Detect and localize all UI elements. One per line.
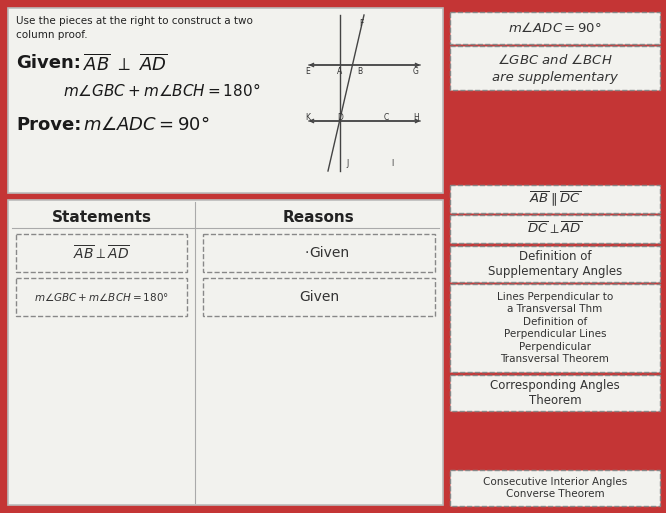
Text: E: E bbox=[306, 67, 310, 75]
Text: D: D bbox=[337, 112, 343, 122]
Text: Statements: Statements bbox=[51, 210, 151, 226]
FancyBboxPatch shape bbox=[16, 278, 187, 316]
FancyBboxPatch shape bbox=[450, 284, 660, 372]
Text: B: B bbox=[358, 67, 362, 75]
Text: $\overline{AB}$ $\perp$ $\overline{AD}$: $\overline{AB}$ $\perp$ $\overline{AD}$ bbox=[83, 54, 168, 75]
FancyBboxPatch shape bbox=[16, 234, 187, 272]
Text: Consecutive Interior Angles
Converse Theorem: Consecutive Interior Angles Converse The… bbox=[483, 477, 627, 499]
FancyBboxPatch shape bbox=[450, 12, 660, 44]
FancyBboxPatch shape bbox=[450, 185, 660, 213]
Text: Corresponding Angles
Theorem: Corresponding Angles Theorem bbox=[490, 379, 620, 407]
Text: C: C bbox=[384, 112, 389, 122]
FancyBboxPatch shape bbox=[450, 470, 660, 506]
Text: F: F bbox=[359, 18, 363, 28]
FancyBboxPatch shape bbox=[203, 278, 435, 316]
FancyBboxPatch shape bbox=[8, 200, 443, 505]
Text: Given:: Given: bbox=[16, 54, 81, 72]
FancyBboxPatch shape bbox=[450, 46, 660, 90]
Text: $m\angle ADC = 90°$: $m\angle ADC = 90°$ bbox=[508, 21, 602, 35]
Text: K: K bbox=[306, 112, 310, 122]
Text: Use the pieces at the right to construct a two
column proof.: Use the pieces at the right to construct… bbox=[16, 16, 253, 40]
Text: Reasons: Reasons bbox=[283, 210, 355, 226]
Text: $m\angle GBC + m\angle BCH = 180°$: $m\angle GBC + m\angle BCH = 180°$ bbox=[63, 82, 260, 99]
Text: $\overline{AB} \parallel \overline{DC}$: $\overline{AB} \parallel \overline{DC}$ bbox=[529, 190, 581, 208]
FancyBboxPatch shape bbox=[450, 215, 660, 243]
Text: ·: · bbox=[305, 246, 309, 260]
Text: $\angle GBC$ and $\angle BCH$
are supplementary: $\angle GBC$ and $\angle BCH$ are supple… bbox=[492, 52, 618, 84]
Text: $\overline{DC} \perp \overline{AD}$: $\overline{DC} \perp \overline{AD}$ bbox=[527, 221, 583, 237]
Text: $\overline{AB} \perp \overline{AD}$: $\overline{AB} \perp \overline{AD}$ bbox=[73, 244, 130, 262]
FancyBboxPatch shape bbox=[450, 375, 660, 411]
Text: G: G bbox=[413, 67, 419, 75]
Text: Prove:: Prove: bbox=[16, 116, 81, 134]
Text: $m\angle ADC = 90°$: $m\angle ADC = 90°$ bbox=[83, 116, 210, 134]
Text: Definition of
Supplementary Angles: Definition of Supplementary Angles bbox=[488, 249, 622, 279]
FancyBboxPatch shape bbox=[8, 8, 443, 193]
Text: Lines Perpendicular to
a Transversal Thm
Definition of
Perpendicular Lines
Perpe: Lines Perpendicular to a Transversal Thm… bbox=[497, 292, 613, 364]
Text: Given: Given bbox=[309, 246, 349, 260]
Text: J: J bbox=[347, 159, 349, 168]
FancyBboxPatch shape bbox=[450, 246, 660, 282]
FancyBboxPatch shape bbox=[203, 234, 435, 272]
Text: I: I bbox=[391, 159, 393, 168]
Text: H: H bbox=[413, 112, 419, 122]
Text: $m\angle GBC + m\angle BCH = 180°$: $m\angle GBC + m\angle BCH = 180°$ bbox=[34, 291, 169, 303]
Text: Given: Given bbox=[299, 290, 339, 304]
Text: A: A bbox=[338, 67, 342, 75]
